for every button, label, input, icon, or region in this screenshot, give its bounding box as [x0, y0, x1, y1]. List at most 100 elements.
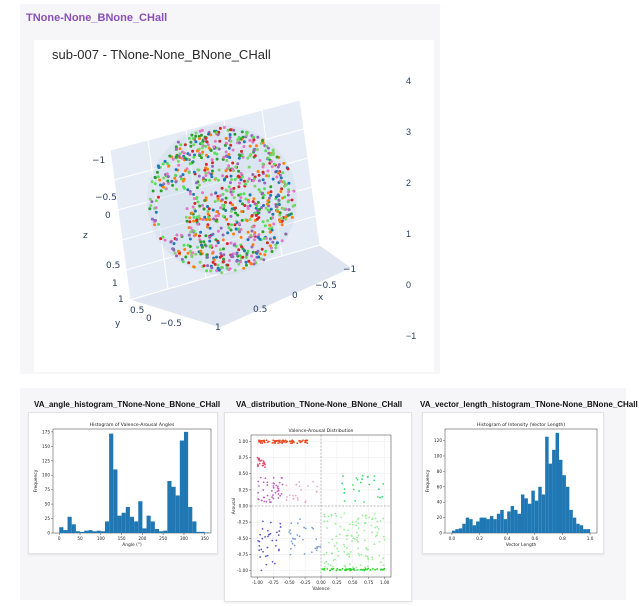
scatter-point — [289, 547, 292, 550]
z-tick: −0.5 — [95, 193, 117, 203]
sphere-point — [265, 174, 269, 178]
sphere-point — [286, 200, 290, 204]
sphere-point — [263, 224, 267, 228]
sphere-point — [269, 207, 273, 211]
scatter-point — [371, 556, 374, 558]
sphere-point — [235, 252, 239, 256]
scatter3d-scene[interactable]: z x y −1 −0.5 0 0.5 1 −1 −0.5 0 0.5 1 1 … — [0, 0, 639, 380]
scatter-point — [302, 538, 304, 541]
sphere-point — [192, 170, 196, 174]
scatter-point — [267, 440, 270, 443]
scatter-point — [350, 535, 353, 538]
sphere-point — [188, 249, 192, 253]
x-tick-label: 50 — [77, 536, 83, 541]
sphere-point — [248, 144, 252, 148]
scatter-point — [307, 484, 309, 487]
y-tick-label: -0.75 — [237, 552, 248, 557]
scatter-point — [348, 555, 351, 558]
sphere-point — [237, 222, 241, 225]
sphere-point — [222, 257, 226, 261]
scatter-point — [298, 439, 301, 442]
sphere-point — [193, 201, 197, 205]
scatter-point — [343, 545, 346, 548]
histogram-bar — [576, 523, 580, 533]
scatter-point — [282, 439, 284, 442]
sphere-point — [240, 149, 243, 153]
va-distribution-card[interactable]: Valence-Arousal Distribution -1.00 -0.75 -0… — [224, 412, 412, 602]
scatter-point — [363, 529, 366, 532]
sphere-point — [260, 247, 264, 251]
scatter-point — [354, 538, 356, 540]
vector-length-card[interactable]: Histogram of Intensity (Vector Length) 0.… — [422, 412, 604, 554]
sphere-point — [200, 152, 204, 156]
sphere-point — [261, 178, 265, 182]
sphere-point — [231, 167, 235, 171]
sphere-point — [197, 183, 201, 187]
scatter-point — [378, 540, 381, 543]
sphere-point — [256, 200, 260, 204]
sphere-point — [217, 168, 221, 172]
sphere-point — [233, 223, 237, 227]
sphere-point — [187, 171, 191, 174]
scatter-point — [257, 480, 260, 483]
scatter-point — [379, 496, 381, 499]
scatter-point — [278, 530, 281, 532]
scatter-point — [290, 540, 293, 543]
x-tick-label: -1.00 — [252, 580, 263, 585]
sphere-point — [159, 237, 163, 241]
sphere-point — [221, 260, 225, 264]
scatter-point — [288, 440, 291, 443]
scatter-point — [341, 482, 344, 485]
sphere-point — [175, 147, 178, 151]
sphere-point — [183, 186, 186, 190]
vector-length-chart: Histogram of Intensity (Vector Length) 0.… — [425, 422, 598, 548]
histogram-bar — [71, 524, 76, 533]
sphere-point — [269, 185, 273, 189]
x-tick-label: 0.25 — [332, 580, 342, 585]
scatter-point — [263, 496, 266, 499]
sphere-point — [224, 169, 228, 173]
scatter-point — [276, 490, 279, 493]
sphere-point — [239, 196, 243, 200]
histogram-bar — [545, 436, 549, 533]
sphere-point — [286, 193, 290, 197]
sphere-point — [227, 164, 231, 168]
scatter-point — [339, 525, 342, 528]
angle-histogram-card[interactable]: Histogram of Valence-Arousal Angles 0 50 10… — [28, 412, 218, 554]
y-tick-label: 120 — [434, 438, 442, 443]
x-tick: −0.5 — [315, 281, 337, 291]
sphere-point — [235, 259, 239, 263]
scatter-point — [280, 492, 283, 495]
sphere-point — [252, 258, 256, 262]
y-tick-label: 100 — [434, 453, 442, 458]
scatter-point — [359, 481, 362, 484]
sphere-point — [200, 156, 203, 160]
sphere-points — [148, 126, 297, 275]
scatter-point — [273, 441, 276, 443]
scatter-point — [263, 441, 266, 444]
sphere-point — [232, 232, 235, 236]
sphere-point — [276, 171, 280, 175]
histogram-bar — [121, 512, 126, 533]
sphere-point — [275, 195, 278, 199]
scatter-point — [303, 553, 306, 555]
scatter-point — [306, 439, 309, 442]
gridline — [125, 215, 317, 271]
sphere-point — [188, 216, 192, 220]
sphere-point — [153, 176, 157, 180]
histogram-bar — [159, 531, 164, 533]
sphere-point — [165, 172, 169, 176]
sphere-point — [276, 165, 280, 169]
histogram-bar — [562, 475, 566, 533]
sphere-point — [257, 216, 261, 220]
sphere-point — [266, 219, 270, 223]
scatter-point — [364, 568, 367, 571]
scatter-point — [356, 536, 359, 539]
scatter-point — [262, 481, 265, 484]
scatter-point — [326, 527, 328, 529]
sphere-point — [163, 238, 167, 242]
sphere-point — [154, 219, 157, 222]
sphere-point — [190, 255, 194, 259]
sphere-point — [217, 130, 221, 134]
sphere-point — [166, 175, 170, 179]
